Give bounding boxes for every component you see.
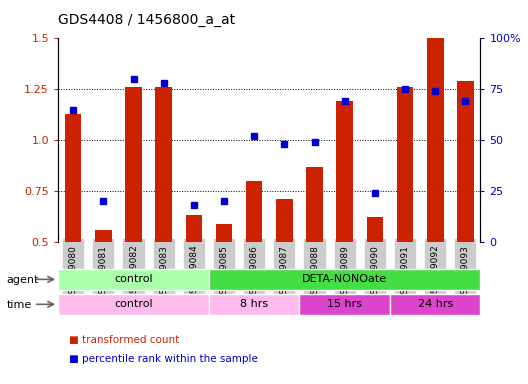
Bar bbox=[58, 294, 209, 315]
Bar bbox=[306, 167, 323, 242]
Text: 15 hrs: 15 hrs bbox=[327, 299, 362, 310]
Bar bbox=[155, 87, 172, 242]
Bar bbox=[397, 87, 413, 242]
Text: agent: agent bbox=[6, 275, 39, 285]
Text: control: control bbox=[114, 274, 153, 285]
Bar bbox=[65, 114, 81, 242]
Text: ■ transformed count: ■ transformed count bbox=[69, 335, 179, 345]
Text: DETA-NONOate: DETA-NONOate bbox=[302, 274, 387, 285]
Bar bbox=[299, 294, 390, 315]
Text: 8 hrs: 8 hrs bbox=[240, 299, 268, 310]
Text: ■ percentile rank within the sample: ■ percentile rank within the sample bbox=[69, 354, 258, 364]
Bar bbox=[390, 294, 480, 315]
Bar bbox=[246, 181, 262, 242]
Bar bbox=[216, 223, 232, 242]
Bar bbox=[185, 215, 202, 242]
Text: control: control bbox=[114, 299, 153, 310]
Bar bbox=[209, 269, 480, 290]
Text: 24 hrs: 24 hrs bbox=[418, 299, 453, 310]
Text: time: time bbox=[6, 300, 32, 310]
Bar bbox=[336, 101, 353, 242]
Bar bbox=[58, 269, 209, 290]
Bar bbox=[209, 294, 299, 315]
Text: GDS4408 / 1456800_a_at: GDS4408 / 1456800_a_at bbox=[58, 13, 235, 27]
Bar bbox=[366, 217, 383, 242]
Bar bbox=[457, 81, 474, 242]
Bar bbox=[276, 199, 293, 242]
Bar bbox=[95, 230, 111, 242]
Bar bbox=[125, 87, 142, 242]
Bar bbox=[427, 38, 444, 242]
